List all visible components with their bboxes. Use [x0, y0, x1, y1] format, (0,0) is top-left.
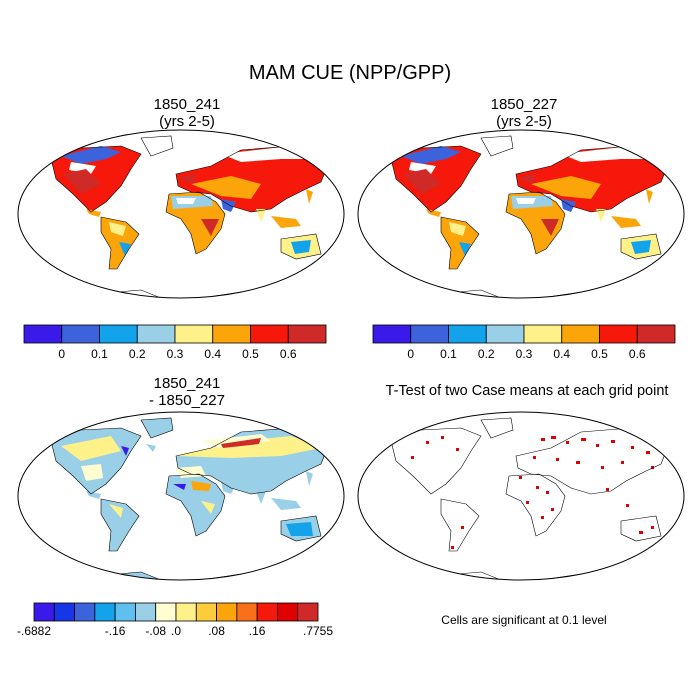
colorbar-difference: -.6882 -.16 -.08 .0 .08 .16 .7755 [17, 602, 333, 638]
colorbar-tick-label: 0 [407, 347, 414, 361]
map-panel-1850-241 [17, 129, 345, 299]
panel-title-line1: 1850_241 [153, 96, 221, 113]
colorbar-tick-label: 0.2 [478, 347, 495, 361]
panel-title-line2: (yrs 2-5) [496, 113, 552, 130]
colorbar-swatch [195, 602, 217, 622]
colorbar-tick-label: 0.3 [167, 347, 184, 361]
colorbar-cue-right: 0 0.1 0.2 0.3 0.4 0.5 0.6 [372, 324, 676, 361]
colorbar-swatch [212, 324, 251, 344]
panel-title-line2: - 1850_227 [149, 392, 225, 409]
colorbar-tick-label: 0.2 [129, 347, 146, 361]
colorbar-swatch [23, 324, 63, 344]
colorbar-tick-label: 0.4 [204, 347, 221, 361]
colorbar-tick-label: .7755 [303, 624, 333, 638]
colorbar-swatch [297, 602, 319, 622]
colorbar-swatch [174, 324, 214, 344]
colorbar-swatch [61, 324, 100, 344]
panel-title-line1: 1850_227 [490, 96, 558, 113]
colorbar-swatch [135, 602, 157, 622]
map-panel-1850-227 [357, 129, 685, 299]
colorbar-swatch [33, 602, 55, 622]
colorbar-swatch [216, 602, 238, 622]
colorbar-swatch [256, 602, 278, 622]
colorbar-tick-label: 0.5 [591, 347, 608, 361]
map-panel-ttest [357, 411, 685, 581]
significance-note: Cells are significant at 0.1 level [441, 613, 607, 627]
panel-title-top-left: 1850_241 (yrs 2-5) [17, 96, 357, 130]
colorbar-tick-label: 0 [58, 347, 65, 361]
colorbar-tick-label: .16 [249, 624, 266, 638]
panel-title-line1: 1850_241 [153, 375, 221, 392]
colorbar-swatch [410, 324, 449, 344]
colorbar-tick-label: 0.5 [242, 347, 259, 361]
colorbar-swatch [74, 602, 96, 622]
colorbar-swatch [114, 602, 136, 622]
colorbar-swatch [99, 324, 138, 344]
map-panel-difference [17, 411, 345, 581]
colorbar-tick-label: 0.6 [629, 347, 646, 361]
colorbar-swatch [53, 602, 75, 622]
colorbar-swatch [372, 324, 412, 344]
colorbar-tick-label: 0.1 [440, 347, 457, 361]
panel-title-bottom-left: 1850_241 - 1850_227 [17, 375, 357, 409]
colorbar-tick-label: -.16 [105, 624, 126, 638]
figure-title: MAM CUE (NPP/GPP) [248, 62, 452, 84]
colorbar-swatch [599, 324, 638, 344]
colorbar-swatch [155, 602, 177, 622]
colorbar-tick-label: 0.1 [91, 347, 108, 361]
colorbar-swatch [636, 324, 676, 344]
colorbar-swatch [136, 324, 176, 344]
colorbar-tick-label: -.08 [145, 624, 166, 638]
colorbar-swatch [277, 602, 299, 622]
colorbar-tick-label: -.6882 [17, 624, 51, 638]
colorbar-tick-label: .0 [171, 624, 181, 638]
colorbar-swatch [448, 324, 487, 344]
colorbar-tick-label: 0.6 [280, 347, 297, 361]
colorbar-swatch [175, 602, 197, 622]
panel-title-bottom-right: T-Test of two Case means at each grid po… [354, 383, 700, 400]
colorbar-swatch [250, 324, 289, 344]
colorbar-swatch [94, 602, 116, 622]
colorbar-tick-label: 0.3 [516, 347, 533, 361]
colorbar-swatch [236, 602, 258, 622]
colorbar-swatch [561, 324, 600, 344]
colorbar-tick-label: .08 [208, 624, 225, 638]
colorbar-swatch [523, 324, 563, 344]
colorbar-swatch [485, 324, 525, 344]
panel-title-top-right: 1850_227 (yrs 2-5) [354, 96, 694, 130]
panel-title-line2: (yrs 2-5) [159, 113, 215, 130]
colorbar-cue-left: 0 0.1 0.2 0.3 0.4 0.5 0.6 [23, 324, 327, 361]
panel-title-line1: T-Test of two Case means at each grid po… [385, 383, 669, 399]
colorbar-tick-label: 0.4 [553, 347, 570, 361]
colorbar-swatch [287, 324, 327, 344]
